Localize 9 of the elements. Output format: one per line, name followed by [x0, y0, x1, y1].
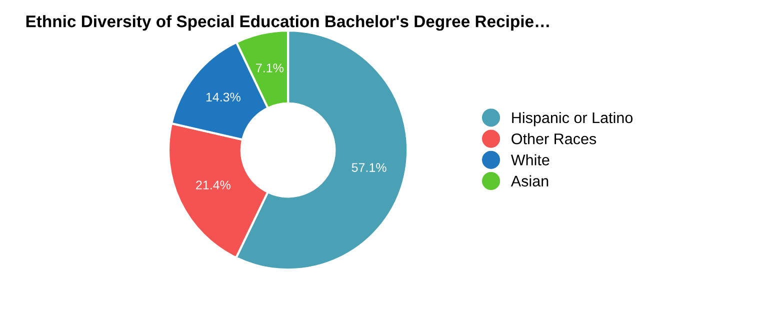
- legend-label: White: [510, 154, 550, 166]
- data-label: 7.1%: [256, 64, 284, 72]
- data-label: 57.1%: [352, 163, 386, 172]
- legend-label: Other Races: [512, 133, 596, 144]
- legend-label: Asian: [510, 175, 548, 187]
- data-label: 21.4%: [196, 180, 230, 190]
- chart-title: Ethnic Diversity of Special Education Bachelor's Degree Recipie…: [26, 15, 549, 31]
- data-label: 14.3%: [206, 92, 240, 102]
- legend-label: Hispanic or Latino: [512, 112, 633, 126]
